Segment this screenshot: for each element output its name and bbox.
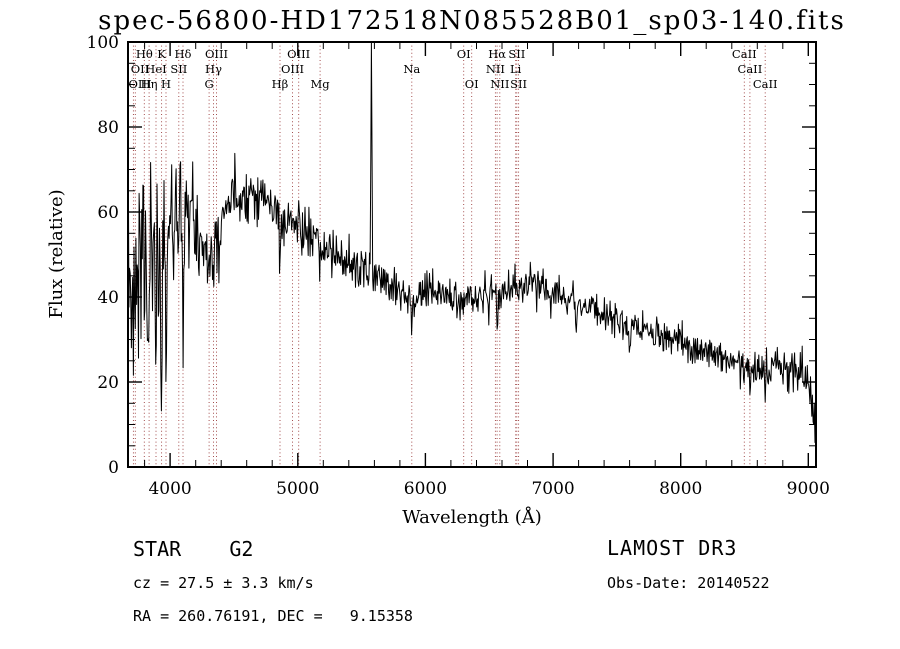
line-marker-label: Hδ bbox=[175, 47, 192, 61]
survey-release-label: LAMOST DR3 bbox=[607, 536, 738, 560]
chart-layer: 4000 5000 6000 7000 8000 9000 0 20 40 60 80 100 OIII… bbox=[87, 33, 830, 499]
line-marker-label: HeI bbox=[145, 62, 166, 76]
line-marker-label: SII bbox=[510, 77, 527, 91]
x-tick-label: 4000 bbox=[148, 479, 191, 499]
line-marker-label: OIII bbox=[287, 47, 310, 61]
line-marker-label: OII bbox=[131, 62, 150, 76]
line-marker-label: OI bbox=[457, 47, 471, 61]
line-marker-label: NII bbox=[486, 62, 505, 76]
y-tick-label: 20 bbox=[97, 373, 119, 393]
line-marker-label: Li bbox=[510, 62, 522, 76]
spectrum-line bbox=[127, 41, 816, 443]
line-marker-label: Hη bbox=[141, 77, 158, 91]
line-marker-label: SII bbox=[508, 47, 525, 61]
x-tick-label: 6000 bbox=[404, 479, 447, 499]
line-marker-label: Na bbox=[403, 62, 420, 76]
x-tick-label: 7000 bbox=[531, 479, 574, 499]
y-tick-label: 80 bbox=[97, 118, 119, 138]
y-tick-label: 60 bbox=[97, 203, 119, 223]
line-marker-label: NII bbox=[490, 77, 509, 91]
x-tick-label: 8000 bbox=[659, 479, 702, 499]
y-tick-label: 100 bbox=[87, 33, 119, 53]
line-marker-label: Hα bbox=[488, 47, 506, 61]
y-tick-label: 40 bbox=[97, 288, 119, 308]
line-marker-label: CaII bbox=[732, 47, 757, 61]
y-tick-label: 0 bbox=[108, 458, 119, 478]
line-marker-label: CaII bbox=[738, 62, 763, 76]
line-marker-label: CaII bbox=[753, 77, 778, 91]
line-marker-label: OI bbox=[465, 77, 479, 91]
line-marker-label: Hθ bbox=[136, 47, 153, 61]
line-marker-label: Mg bbox=[311, 77, 331, 91]
object-class-label: STAR G2 bbox=[133, 537, 254, 561]
line-marker-label: OIII bbox=[205, 47, 228, 61]
line-marker-label: SII bbox=[170, 62, 187, 76]
y-axis-label: Flux (relative) bbox=[46, 189, 67, 318]
line-marker-label: Hγ bbox=[205, 62, 222, 76]
line-marker-label: K bbox=[157, 47, 166, 61]
line-marker-label: Hβ bbox=[272, 77, 289, 91]
line-marker-label: OIII bbox=[281, 62, 304, 76]
line-marker-label: OIII bbox=[128, 77, 151, 91]
ra-dec-label: RA = 260.76191, DEC = 9.15358 bbox=[133, 607, 413, 625]
line-marker-label: H bbox=[161, 77, 171, 91]
cz-velocity-label: cz = 27.5 ± 3.3 km/s bbox=[133, 574, 314, 592]
x-tick-label: 5000 bbox=[276, 479, 319, 499]
x-axis-label: Wavelength (Å) bbox=[402, 506, 542, 528]
obs-date-label: Obs-Date: 20140522 bbox=[607, 574, 770, 592]
x-tick-label: 9000 bbox=[787, 479, 830, 499]
plot-title: spec-56800-HD172518N085528B01_sp03-140.f… bbox=[98, 6, 846, 36]
line-marker-label: G bbox=[205, 77, 214, 91]
